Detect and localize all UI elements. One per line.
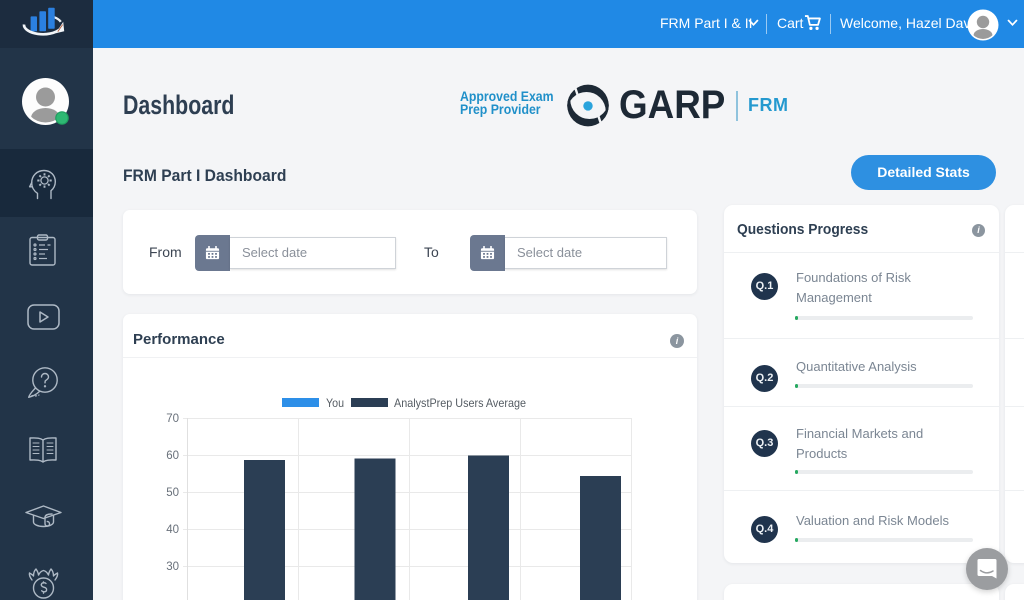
svg-text:50: 50	[166, 487, 179, 499]
svg-text:30: 30	[166, 561, 179, 573]
svg-text:70: 70	[166, 413, 179, 425]
svg-text:You: You	[326, 396, 344, 410]
svg-text:60: 60	[166, 450, 179, 462]
svg-text:40: 40	[166, 524, 179, 536]
svg-text:AnalystPrep Users Average: AnalystPrep Users Average	[394, 396, 526, 410]
